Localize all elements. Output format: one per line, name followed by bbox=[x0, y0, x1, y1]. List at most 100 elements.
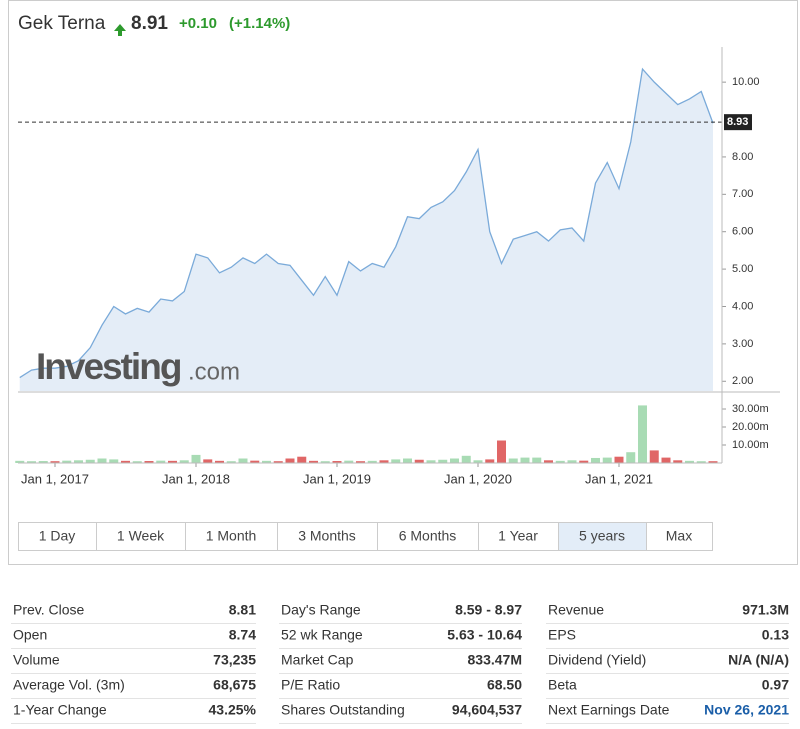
volume-bar bbox=[27, 461, 36, 463]
volume-bar bbox=[156, 460, 166, 463]
stat-label: EPS bbox=[548, 627, 576, 643]
stat-label: Revenue bbox=[548, 602, 604, 618]
volume-bar bbox=[191, 454, 201, 463]
stat-value: 8.81 bbox=[229, 602, 256, 618]
stat-value: 8.59 - 8.97 bbox=[455, 602, 522, 618]
volume-bar bbox=[226, 461, 236, 463]
volume-bar bbox=[544, 460, 553, 463]
price-line bbox=[19, 67, 714, 379]
volume-bar bbox=[520, 457, 530, 463]
range-button[interactable] bbox=[558, 522, 647, 551]
volume-bar bbox=[508, 458, 518, 463]
volume-bar bbox=[15, 460, 25, 463]
volume-bar bbox=[367, 460, 377, 463]
range-button-label[interactable]: 3 Months bbox=[298, 528, 356, 544]
range-button[interactable] bbox=[185, 522, 278, 551]
range-button[interactable] bbox=[478, 522, 559, 551]
volume-bar bbox=[285, 458, 295, 463]
y-tick-label: 8.00 bbox=[732, 151, 753, 163]
stat-label: Shares Outstanding bbox=[281, 702, 405, 718]
volume-bar bbox=[203, 459, 213, 463]
volume-bar bbox=[121, 460, 130, 463]
volume-bar bbox=[50, 461, 60, 463]
volume-bar bbox=[215, 460, 224, 463]
y-tick-label: 6.00 bbox=[732, 226, 753, 238]
volume-bar bbox=[649, 450, 659, 463]
stat-label: P/E Ratio bbox=[281, 677, 340, 693]
volume-bar bbox=[332, 461, 342, 463]
range-button-label[interactable]: 1 Week bbox=[117, 528, 165, 544]
range-button[interactable] bbox=[18, 522, 97, 551]
volume-bar bbox=[579, 460, 589, 463]
volume-bar bbox=[602, 457, 612, 463]
up-arrow bbox=[114, 24, 126, 36]
volume-bar bbox=[403, 458, 412, 463]
volume-bar bbox=[661, 457, 671, 463]
stat-value: 0.97 bbox=[762, 677, 789, 693]
volume-bar bbox=[238, 458, 248, 463]
range-button-label[interactable]: 6 Months bbox=[399, 528, 457, 544]
price-change: +0.10 bbox=[179, 15, 217, 32]
chart-frame bbox=[8, 0, 798, 565]
volume-bar bbox=[685, 460, 694, 463]
volume-bar bbox=[591, 457, 600, 463]
volume-bar bbox=[379, 460, 389, 463]
x-tick-label: Jan 1, 2017 bbox=[21, 471, 89, 486]
volume-bar bbox=[696, 461, 706, 463]
stat-label: Prev. Close bbox=[13, 602, 85, 618]
stat-value: 68.50 bbox=[487, 677, 522, 693]
volume-bar bbox=[132, 461, 142, 463]
volume-bar bbox=[179, 460, 189, 463]
range-button-label[interactable]: 1 Day bbox=[39, 528, 76, 544]
volume-bar bbox=[344, 460, 354, 463]
y-tick-label: 20.00m bbox=[732, 421, 769, 433]
stat-value: 43.25% bbox=[209, 702, 257, 718]
stat-label: Next Earnings Date bbox=[548, 702, 670, 718]
stat-value: 0.13 bbox=[762, 627, 789, 643]
stat-label: 52 wk Range bbox=[281, 627, 363, 643]
last-price-label: 8.93 bbox=[727, 116, 748, 128]
volume-bar bbox=[626, 452, 636, 463]
volume-bar bbox=[485, 459, 495, 463]
volume-bar bbox=[262, 460, 271, 463]
range-button-label[interactable]: 1 Year bbox=[498, 528, 538, 544]
y-tick-label: 2.00 bbox=[732, 375, 753, 387]
range-button-label[interactable]: 5 years bbox=[579, 528, 625, 544]
volume-bar bbox=[109, 459, 119, 463]
volume-bar bbox=[320, 461, 330, 463]
stat-value: 68,675 bbox=[213, 677, 256, 693]
range-button[interactable] bbox=[646, 522, 713, 551]
stat-value[interactable]: Nov 26, 2021 bbox=[704, 702, 789, 718]
volume-bar bbox=[426, 460, 436, 463]
volume-bar bbox=[461, 455, 471, 463]
range-button[interactable] bbox=[96, 522, 186, 551]
stat-value: 94,604,537 bbox=[452, 702, 522, 718]
stat-label: 1-Year Change bbox=[13, 702, 107, 718]
volume-bar bbox=[532, 457, 542, 463]
x-tick-label: Jan 1, 2018 bbox=[162, 471, 230, 486]
volume-bar bbox=[297, 456, 307, 463]
stock-name: Gek Terna bbox=[18, 13, 106, 34]
range-button-label[interactable]: 1 Month bbox=[206, 528, 257, 544]
volume-bar bbox=[356, 461, 365, 463]
volume-bar bbox=[614, 456, 624, 463]
volume-bar bbox=[673, 460, 683, 463]
volume-bar bbox=[168, 460, 177, 463]
x-tick-label: Jan 1, 2021 bbox=[585, 471, 653, 486]
stat-value: 8.74 bbox=[229, 627, 256, 643]
volume-bar bbox=[638, 405, 647, 463]
range-button[interactable] bbox=[377, 522, 479, 551]
volume-bar bbox=[38, 461, 48, 463]
volume-bar bbox=[414, 459, 424, 463]
stat-value: 5.63 - 10.64 bbox=[447, 627, 522, 643]
range-button-label[interactable]: Max bbox=[666, 528, 692, 544]
x-tick-label: Jan 1, 2019 bbox=[303, 471, 371, 486]
stat-value: 73,235 bbox=[213, 652, 256, 668]
volume-bar bbox=[438, 459, 448, 463]
volume-bar bbox=[567, 460, 577, 463]
stat-label: Average Vol. (3m) bbox=[13, 677, 125, 693]
last-price-flag bbox=[724, 114, 752, 131]
volume-bar bbox=[309, 460, 318, 463]
watermark-suffix: .com bbox=[188, 358, 240, 385]
